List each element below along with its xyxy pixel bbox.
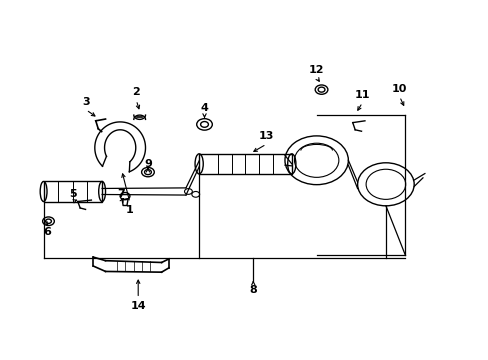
Text: 2: 2 <box>132 87 140 97</box>
Text: 8: 8 <box>249 285 257 296</box>
Text: 1: 1 <box>126 206 134 216</box>
Text: 6: 6 <box>43 227 51 237</box>
Text: 4: 4 <box>200 103 208 113</box>
Text: 13: 13 <box>258 131 274 141</box>
Text: 11: 11 <box>354 90 369 100</box>
Text: 5: 5 <box>69 189 77 199</box>
Text: 12: 12 <box>308 64 324 75</box>
Text: 14: 14 <box>130 301 146 311</box>
Text: 3: 3 <box>82 97 90 107</box>
Text: 10: 10 <box>391 84 407 94</box>
Text: 9: 9 <box>144 159 152 169</box>
Text: 7: 7 <box>118 189 125 199</box>
